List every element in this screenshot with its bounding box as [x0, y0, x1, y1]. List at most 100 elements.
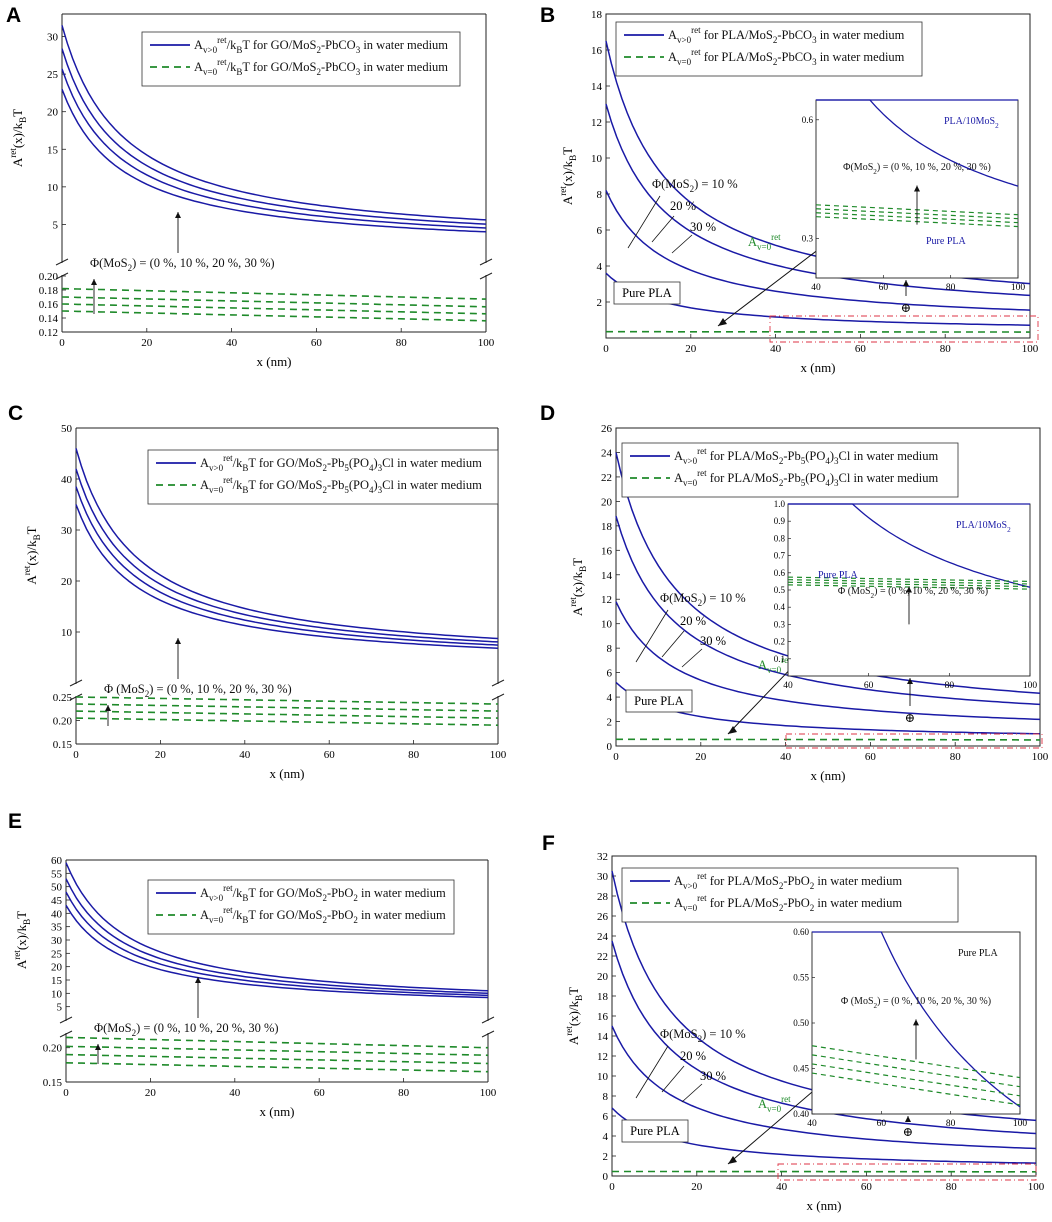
- inset-y-tick-label: 0.2: [774, 637, 785, 647]
- y-tick-label: 6: [597, 225, 603, 237]
- zoom-region: [777, 1163, 1037, 1181]
- series-line-blue: [75, 504, 499, 649]
- series-line-blue: [65, 878, 489, 994]
- series-line-green: [61, 310, 487, 322]
- inset-label-top: Pure PLA: [958, 948, 999, 959]
- x-tick-label: 100: [1032, 751, 1049, 763]
- arrow-head: [906, 586, 912, 593]
- inset-y-tick-label: 0.6: [802, 115, 814, 125]
- panel-A: A 0 20 40 60 80 100 5 10 15 20 25 30 0.12 0.14 0.16 0.18…: [6, 4, 495, 369]
- series-line-blue: [605, 190, 1031, 311]
- y-tick-label: 20: [61, 576, 73, 588]
- y-tick-label: 10: [51, 988, 63, 1000]
- arrow-head: [175, 638, 181, 644]
- inset-series-blue: [816, 99, 1019, 187]
- annotation-leader: [651, 215, 675, 243]
- series-line-green: [61, 303, 487, 315]
- y-axis-label: Aret(x)/kBT: [558, 147, 578, 205]
- annotation-leader: [635, 609, 669, 663]
- axis-break-mark: [55, 258, 69, 266]
- y-tick-label: 10: [61, 627, 73, 639]
- x-tick-label: 40: [776, 1181, 788, 1193]
- y-tick-label: 10: [601, 619, 613, 631]
- panel-letter: F: [542, 832, 555, 855]
- y-tick-label: 0.20: [39, 271, 59, 283]
- pure-pla-label: Pure PLA: [622, 286, 672, 300]
- arrow-head: [913, 1019, 919, 1026]
- x-tick-label: 20: [141, 337, 153, 349]
- y-tick-label: 35: [51, 922, 63, 934]
- series-line-blue: [61, 68, 487, 229]
- x-tick-label: 0: [603, 343, 609, 355]
- inset-y-tick-label: 0.1: [774, 654, 785, 664]
- y-axis-label: Aret(x)/kBT: [12, 911, 32, 969]
- inset-x-tick-label: 100: [1013, 1119, 1028, 1129]
- inset-y-tick-label: 0.60: [793, 927, 809, 937]
- inset-series-green: [811, 1045, 1021, 1079]
- y-tick-label: 16: [591, 45, 603, 57]
- legend-entry-0: Av>0ret/kBT for GO/MoS2-Pb5(PO4)3Cl in w…: [200, 453, 482, 473]
- x-tick-label: 0: [609, 1181, 615, 1193]
- axis-break-gap: [60, 1021, 72, 1033]
- inset-y-tick-label: 0.45: [793, 1064, 809, 1074]
- x-tick-label: 80: [398, 1087, 410, 1099]
- panel-letter: B: [540, 4, 555, 27]
- inset-y-tick-label: 0.55: [793, 973, 809, 983]
- y-tick-label: 40: [61, 474, 73, 486]
- x-tick-label: 20: [695, 751, 707, 763]
- y-tick-label: 12: [591, 117, 602, 129]
- series-line-blue: [75, 486, 499, 646]
- x-tick-label: 20: [155, 749, 167, 761]
- inset-series-green: [811, 1054, 1021, 1088]
- series-line-green: [61, 287, 487, 300]
- panel-F: F0 20 40 60 80 100024681012141618202224262830…: [542, 832, 1045, 1213]
- y-axis-label: Aret(x)/kBT: [8, 109, 28, 167]
- series-line-green: [75, 703, 499, 712]
- pure-pla-label: Pure PLA: [630, 1124, 680, 1138]
- label-20pct: 20 %: [670, 199, 696, 213]
- series-line-green: [75, 717, 499, 726]
- y-tick-label: 0.16: [39, 299, 59, 311]
- series-line-green: [65, 1045, 489, 1057]
- inset-x-tick-label: 80: [946, 283, 956, 293]
- phi-annotation: Φ(MoS2) = (0 %, 10 %, 20 %, 30 %): [94, 1021, 279, 1038]
- legend-entry-1: Av=0ret/kBT for GO/MoS2-PbO2 in water me…: [200, 905, 446, 925]
- y-tick-label: 25: [47, 69, 59, 81]
- y-tick-label: 14: [591, 81, 603, 93]
- inset-label-top: PLA/10MoS2: [944, 116, 999, 130]
- inset-y-tick-label: 1.0: [774, 499, 786, 509]
- x-tick-label: 0: [73, 749, 79, 761]
- panel-letter: C: [8, 402, 23, 425]
- y-tick-label: 20: [47, 107, 59, 119]
- inset-y-tick-label: 0.3: [774, 619, 786, 629]
- inset-x-tick-label: 80: [946, 1119, 956, 1129]
- y-tick-label: 4: [607, 692, 613, 704]
- x-tick-label: 40: [780, 751, 792, 763]
- av0-label: Av=0ret: [758, 1094, 791, 1114]
- inset-label-pure: Pure PLA: [818, 570, 859, 581]
- y-tick-label: 50: [61, 423, 73, 435]
- y-tick-label: 15: [47, 144, 59, 156]
- av0-label: Av=0ret: [758, 655, 791, 675]
- y-tick-label: 26: [597, 911, 609, 923]
- y-tick-label: 28: [597, 891, 609, 903]
- y-tick-label: 14: [601, 570, 613, 582]
- y-tick-label: 6: [603, 1111, 609, 1123]
- y-tick-label: 12: [601, 594, 612, 606]
- inset-series-green: [811, 1063, 1021, 1097]
- y-tick-label: 0.18: [39, 285, 59, 297]
- inset-label-phi: Φ (MoS2) = (0 %, 10 %, 20 %, 30 %): [841, 996, 991, 1010]
- inset-series-blue: [788, 503, 1031, 588]
- oplus-symbol: ⊕: [905, 711, 915, 725]
- axis-break-mark: [491, 693, 505, 701]
- series-line-blue: [615, 681, 1041, 735]
- y-tick-label: 10: [597, 1071, 609, 1083]
- y-tick-label: 22: [601, 472, 612, 484]
- phi-annotation: Φ(MoS2) = (0 %, 10 %, 20 %, 30 %): [90, 256, 275, 273]
- pure-pla-box: [613, 281, 681, 305]
- arrow-head: [728, 1156, 737, 1164]
- x-tick-label: 60: [855, 343, 867, 355]
- y-tick-label: 2: [597, 297, 603, 309]
- x-axis-label: x (nm): [806, 1198, 841, 1213]
- inset-series-blue: [812, 931, 1021, 1108]
